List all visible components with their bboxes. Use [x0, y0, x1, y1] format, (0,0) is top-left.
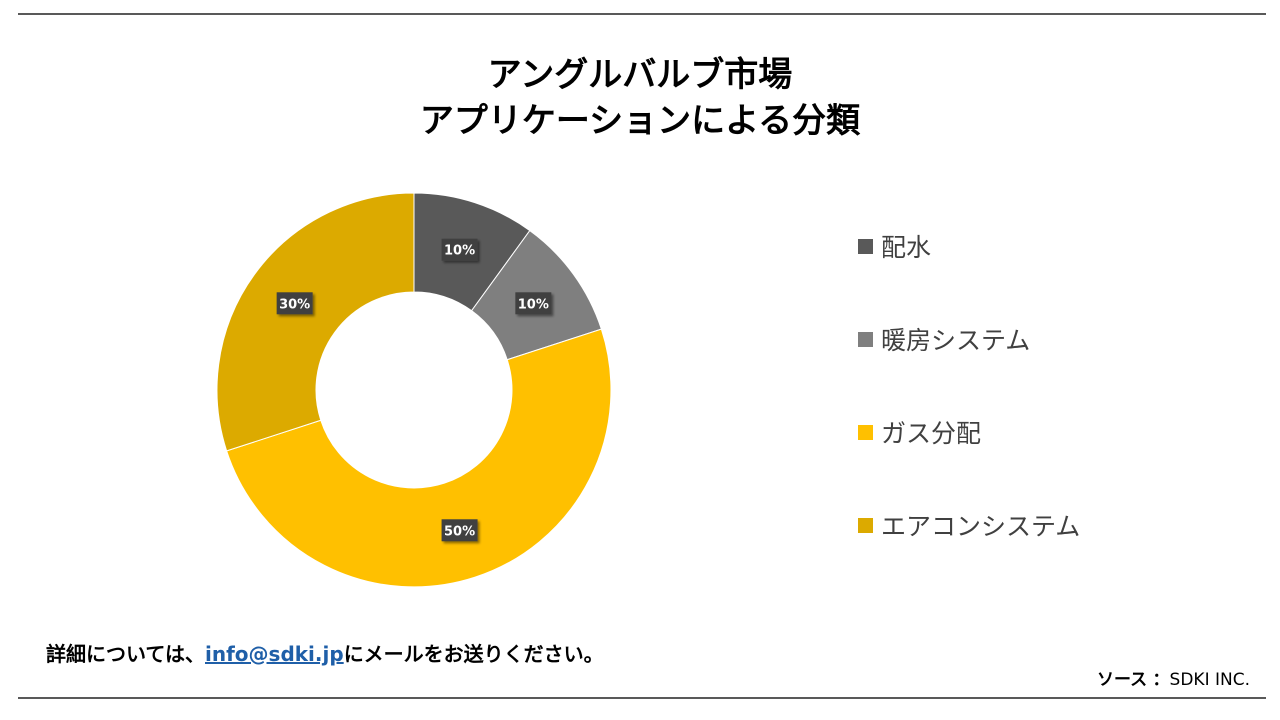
- source-credit: ソース ：SDKI INC.: [1097, 665, 1250, 690]
- donut-data-label-text-3: 50%: [444, 524, 475, 539]
- donut-data-label-box-3: [441, 519, 478, 542]
- donut-data-label-2: 10%: [515, 292, 552, 315]
- donut-data-label-box-4: [276, 292, 313, 315]
- source-value: SDKI INC.: [1169, 670, 1250, 690]
- legend-label-4: エアコンシステム: [881, 512, 1081, 541]
- legend-item-4: エアコンシステム: [858, 505, 1080, 545]
- donut-data-label-text-4: 30%: [279, 297, 310, 312]
- donut-data-label-box-2: [515, 292, 552, 315]
- donut-data-label-3: 50%: [441, 519, 478, 542]
- legend-label-1: 配水: [881, 233, 932, 262]
- contact-note-suffix: にメールをお送りください。: [343, 642, 604, 666]
- legend-swatch-3: [858, 424, 873, 440]
- source-label: ソース: [1096, 670, 1148, 690]
- legend-item-1: 配水: [858, 226, 931, 266]
- chart-title-line-2: アプリケーションによる分類: [419, 101, 861, 141]
- donut-data-label-4: 30%: [276, 292, 313, 315]
- legend-swatch-4: [858, 517, 873, 533]
- donut-data-label-text-2: 10%: [518, 297, 549, 312]
- legend-label-2: 暖房システム: [881, 326, 1031, 355]
- donut-data-label-box-1: [441, 238, 478, 261]
- legend-item-3: ガス分配: [858, 412, 981, 452]
- legend-swatch-1: [858, 238, 873, 254]
- contact-email-link[interactable]: info@sdki.jp: [205, 642, 344, 666]
- donut-data-label-text-1: 10%: [444, 244, 475, 259]
- legend-item-2: 暖房システム: [858, 319, 1030, 359]
- donut-data-label-1: 10%: [441, 238, 478, 261]
- donut-slice-3: [226, 328, 612, 588]
- donut-slice-4: [216, 192, 415, 452]
- bottom-divider: [18, 697, 1266, 699]
- chart-title-line-1: アングルバルブ市場: [487, 55, 793, 95]
- chart-title: アングルバルブ市場 アプリケーションによる分類: [0, 52, 1280, 144]
- contact-note-prefix: 詳細については、: [46, 642, 205, 666]
- legend-swatch-2: [858, 331, 873, 347]
- top-divider: [18, 13, 1266, 15]
- source-separator: ：: [1152, 670, 1170, 690]
- legend-label-3: ガス分配: [881, 419, 982, 448]
- contact-note: 詳細については、info@sdki.jpにメールをお送りください。: [46, 638, 604, 667]
